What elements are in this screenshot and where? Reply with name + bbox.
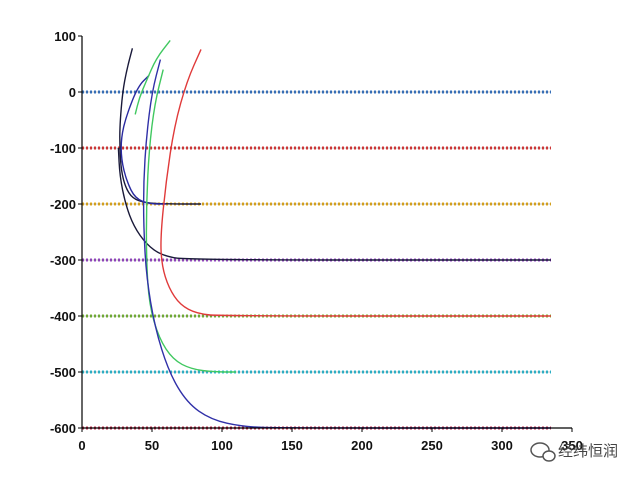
watermark-text: 经纬恒润 <box>558 442 618 460</box>
y-tick-label: -100 <box>50 141 76 156</box>
y-tick-label: -600 <box>50 421 76 436</box>
x-tick-label: 0 <box>78 438 85 453</box>
series-line <box>145 69 236 373</box>
series-line <box>160 49 551 317</box>
x-tick-label: 50 <box>145 438 159 453</box>
x-tick-label: 300 <box>491 438 513 453</box>
y-tick-label: 0 <box>69 85 76 100</box>
y-tick-label: -200 <box>50 197 76 212</box>
x-tick-label: 350 <box>561 438 583 453</box>
y-tick-label: 100 <box>54 29 76 44</box>
x-tick-label: 200 <box>351 438 373 453</box>
series-line <box>117 147 551 261</box>
y-tick-label: -300 <box>50 253 76 268</box>
x-tick-label: 100 <box>211 438 233 453</box>
series-line <box>119 48 201 205</box>
x-tick-label: 150 <box>281 438 303 453</box>
chat-bubble-icon <box>530 442 556 462</box>
series-line <box>120 74 166 205</box>
y-tick-label: -400 <box>50 309 76 324</box>
y-tick-label: -500 <box>50 365 76 380</box>
watermark: 经纬恒润 <box>530 442 618 462</box>
series-line <box>142 59 551 429</box>
axes <box>78 35 573 432</box>
series-lines <box>117 40 551 429</box>
series-line <box>134 40 171 115</box>
x-tick-label: 250 <box>421 438 443 453</box>
